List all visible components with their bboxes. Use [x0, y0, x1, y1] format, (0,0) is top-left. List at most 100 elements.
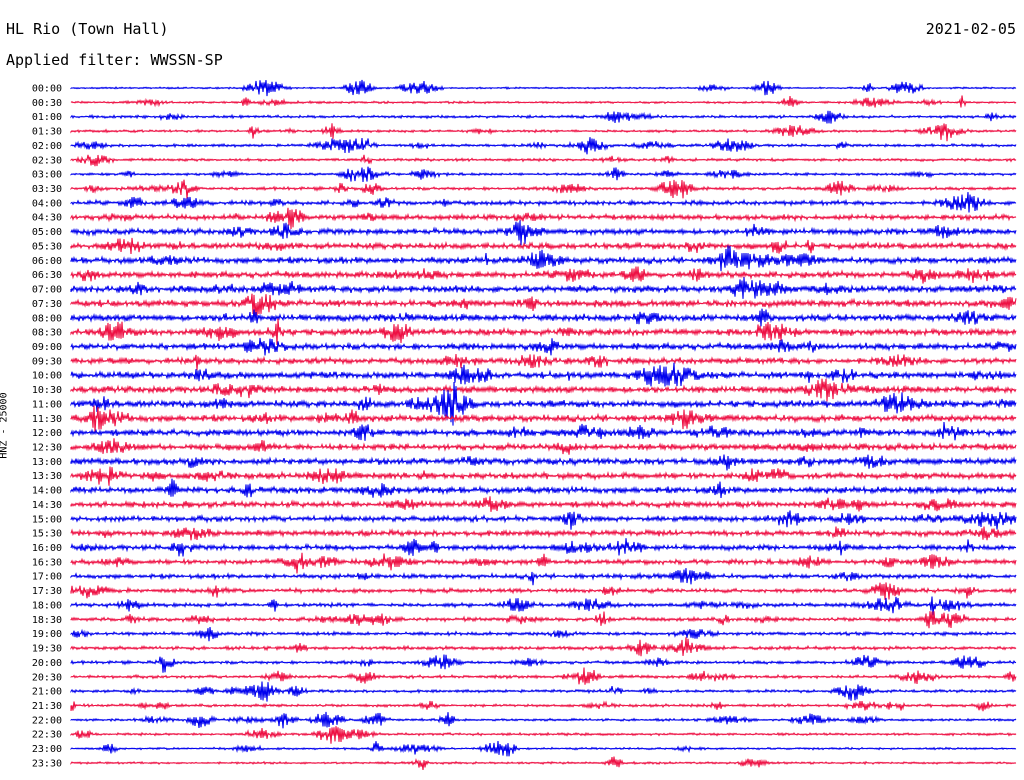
- row-time-label: 03:30: [32, 184, 62, 195]
- seismic-trace: [70, 582, 1017, 600]
- seismic-trace: [70, 681, 1017, 702]
- row-time-label: 08:30: [32, 328, 62, 339]
- seismic-trace: [70, 510, 1017, 530]
- seismic-trace: [70, 478, 1017, 499]
- seismic-trace: [70, 637, 1017, 657]
- seismic-trace: [70, 526, 1017, 541]
- seismic-trace: [70, 245, 1017, 272]
- seismic-trace: [70, 237, 1017, 255]
- row-time-label: 21:30: [32, 701, 62, 712]
- seismic-trace: [70, 438, 1017, 455]
- row-time-label: 23:30: [32, 758, 62, 769]
- row-time-label: 23:00: [32, 744, 62, 755]
- row-time-label: 11:00: [32, 399, 62, 410]
- row-time-label: 06:00: [32, 256, 62, 267]
- seismic-trace: [70, 454, 1017, 471]
- seismic-trace: [70, 110, 1017, 124]
- seismic-trace: [70, 207, 1017, 230]
- row-time-label: 03:00: [32, 170, 62, 181]
- seismic-trace: [70, 421, 1017, 441]
- seismic-trace: [70, 179, 1017, 199]
- seismic-trace: [70, 79, 1017, 97]
- date-label: 2021-02-05: [925, 20, 1016, 38]
- row-time-label: 18:00: [32, 600, 62, 611]
- row-time-label: 12:30: [32, 443, 62, 454]
- row-time-label: 20:30: [32, 672, 62, 683]
- row-time-label: 19:00: [32, 629, 62, 640]
- seismic-trace: [70, 337, 1017, 356]
- seismic-trace: [70, 654, 1017, 673]
- seismic-trace: [70, 756, 1017, 770]
- seismic-trace: [70, 552, 1017, 574]
- row-time-label: 09:30: [32, 356, 62, 367]
- row-time-label: 07:30: [32, 299, 62, 310]
- row-time-label: 16:00: [32, 543, 62, 554]
- seismic-trace: [70, 318, 1017, 346]
- row-time-label: 08:00: [32, 313, 62, 324]
- seismic-trace: [70, 378, 1017, 402]
- row-time-label: 17:30: [32, 586, 62, 597]
- row-time-label: 14:30: [32, 500, 62, 511]
- row-time-label: 04:00: [32, 198, 62, 209]
- seismic-trace: [70, 538, 1017, 557]
- seismic-trace: [70, 166, 1017, 182]
- seismic-trace: [70, 154, 1017, 167]
- row-time-label: 10:00: [32, 371, 62, 382]
- row-time-label: 01:30: [32, 127, 62, 138]
- seismic-trace: [70, 354, 1017, 371]
- row-time-label: 00:00: [32, 84, 62, 95]
- seismic-trace: [70, 362, 1017, 387]
- seismic-trace: [70, 741, 1017, 757]
- seismic-trace: [70, 667, 1017, 685]
- seismic-trace: [70, 611, 1017, 629]
- seismic-trace: [70, 293, 1017, 316]
- row-time-label: 19:30: [32, 644, 62, 655]
- seismic-trace: [70, 381, 1017, 426]
- row-time-label: 13:00: [32, 457, 62, 468]
- seismic-trace: [70, 220, 1017, 246]
- row-time-label: 10:30: [32, 385, 62, 396]
- seismic-trace: [70, 95, 1017, 108]
- seismic-trace: [70, 308, 1017, 327]
- seismic-trace: [70, 700, 1017, 712]
- row-time-label: 14:00: [32, 486, 62, 497]
- row-time-label: 02:00: [32, 141, 62, 152]
- seismic-trace: [70, 123, 1017, 142]
- row-time-label: 12:00: [32, 428, 62, 439]
- row-time-label: 15:30: [32, 529, 62, 540]
- row-time-label: 05:00: [32, 227, 62, 238]
- row-time-label: 06:30: [32, 270, 62, 281]
- row-time-label: 22:30: [32, 730, 62, 741]
- row-time-label: 22:00: [32, 715, 62, 726]
- seismic-trace: [70, 277, 1017, 299]
- seismic-trace: [70, 466, 1017, 486]
- row-time-label: 00:30: [32, 98, 62, 109]
- row-time-label: 05:30: [32, 241, 62, 252]
- row-time-label: 16:30: [32, 557, 62, 568]
- row-time-label: 11:30: [32, 414, 62, 425]
- row-time-label: 18:30: [32, 615, 62, 626]
- row-time-label: 15:00: [32, 514, 62, 525]
- seismic-trace: [70, 626, 1017, 642]
- filter-label: Applied filter: WWSSN-SP: [6, 51, 223, 69]
- seismic-trace: [70, 192, 1017, 213]
- row-time-label: 21:00: [32, 687, 62, 698]
- station-title: HL Rio (Town Hall): [6, 20, 169, 38]
- seismic-trace: [70, 137, 1017, 155]
- row-time-label: 13:30: [32, 471, 62, 482]
- row-time-label: 04:30: [32, 213, 62, 224]
- row-time-label: 01:00: [32, 112, 62, 123]
- seismic-trace: [70, 711, 1017, 729]
- row-time-label: 07:00: [32, 285, 62, 296]
- seismic-trace: [70, 266, 1017, 284]
- row-time-label: 02:30: [32, 155, 62, 166]
- seismic-trace: [70, 405, 1017, 432]
- row-time-label: 09:00: [32, 342, 62, 353]
- row-time-label: 17:00: [32, 572, 62, 583]
- seismic-trace: [70, 726, 1017, 744]
- seismic-trace: [70, 568, 1017, 586]
- seismic-trace: [70, 596, 1017, 616]
- row-time-label: 20:00: [32, 658, 62, 669]
- seismic-trace: [70, 496, 1017, 512]
